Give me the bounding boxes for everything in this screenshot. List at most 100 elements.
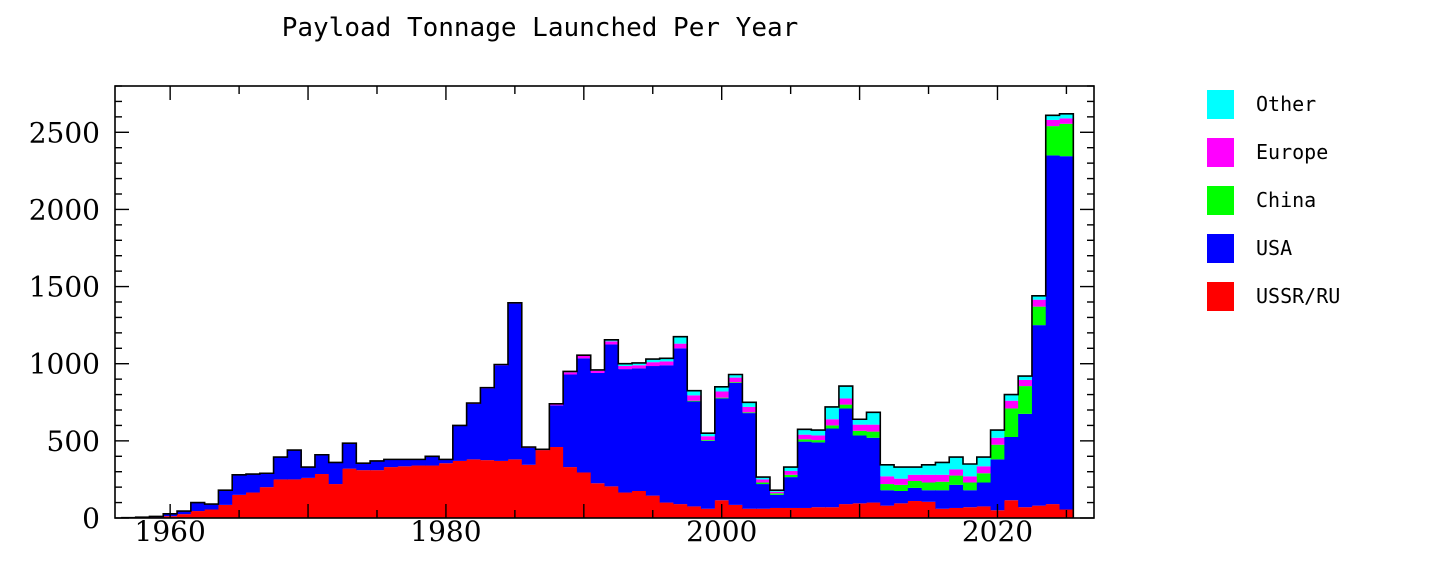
bar-ussr-ru-2011 bbox=[866, 502, 881, 518]
bar-ussr-ru-2019 bbox=[976, 506, 992, 518]
bar-usa-1991 bbox=[590, 372, 606, 484]
bar-europe-1998 bbox=[687, 395, 702, 401]
bar-ussr-ru-1985 bbox=[507, 459, 523, 518]
bar-europe-1997 bbox=[673, 343, 688, 349]
bar-usa-2020 bbox=[990, 459, 1005, 511]
bar-china-2012 bbox=[880, 484, 895, 491]
bar-china-2009 bbox=[838, 404, 854, 409]
legend-label: USSR/RU bbox=[1256, 284, 1340, 308]
bar-europe-1991 bbox=[590, 370, 606, 373]
bar-usa-2010 bbox=[852, 435, 868, 504]
bar-usa-1994 bbox=[632, 368, 647, 491]
bar-usa-1999 bbox=[701, 440, 716, 509]
bar-ussr-ru-1990 bbox=[576, 472, 592, 518]
bar-europe-2021 bbox=[1004, 400, 1019, 409]
bar-usa-1995 bbox=[645, 366, 661, 496]
bar-ussr-ru-1987 bbox=[535, 450, 550, 518]
bar-ussr-ru-1973 bbox=[342, 468, 357, 518]
bar-ussr-ru-2015 bbox=[921, 501, 937, 518]
bar-ussr-ru-1968 bbox=[273, 479, 288, 518]
bar-usa-1969 bbox=[287, 450, 302, 480]
bar-usa-1990 bbox=[576, 358, 592, 473]
bar-europe-2016 bbox=[935, 474, 950, 482]
bar-ussr-ru-1964 bbox=[218, 504, 233, 518]
bar-usa-1963 bbox=[204, 504, 220, 510]
bar-other-2010 bbox=[852, 419, 868, 425]
bar-europe-2024 bbox=[1045, 119, 1061, 127]
bar-usa-1979 bbox=[425, 456, 440, 466]
bar-europe-2008 bbox=[825, 419, 840, 426]
bar-ussr-ru-2004 bbox=[769, 507, 785, 518]
bar-usa-1978 bbox=[411, 459, 426, 466]
bar-other-2020 bbox=[990, 430, 1005, 438]
bar-ussr-ru-2017 bbox=[949, 507, 964, 518]
bar-usa-1998 bbox=[687, 401, 702, 507]
bar-usa-1966 bbox=[245, 474, 261, 493]
bar-other-2021 bbox=[1004, 394, 1019, 401]
legend-swatch-china bbox=[1207, 186, 1234, 215]
bar-europe-2015 bbox=[921, 474, 937, 483]
bar-usa-1996 bbox=[659, 365, 675, 503]
bar-other-2017 bbox=[949, 457, 964, 470]
bar-ussr-ru-2008 bbox=[825, 507, 840, 518]
bar-usa-2019 bbox=[976, 482, 992, 507]
y-tick-label: 2500 bbox=[29, 116, 100, 149]
bar-usa-2015 bbox=[921, 490, 937, 502]
bar-ussr-ru-2021 bbox=[1004, 500, 1019, 518]
bar-ussr-ru-1963 bbox=[204, 509, 220, 518]
bar-china-2006 bbox=[797, 439, 812, 442]
bar-europe-2017 bbox=[949, 469, 964, 476]
bar-usa-2016 bbox=[935, 490, 950, 509]
bar-ussr-ru-1967 bbox=[259, 487, 275, 518]
bar-europe-2009 bbox=[838, 398, 854, 405]
legend-label: Europe bbox=[1256, 140, 1328, 164]
bar-china-2001 bbox=[728, 382, 743, 383]
bar-usa-1970 bbox=[301, 467, 316, 478]
bar-other-2009 bbox=[838, 386, 854, 399]
bar-usa-2025 bbox=[1059, 156, 1074, 510]
bar-usa-2009 bbox=[838, 408, 854, 505]
bar-ussr-ru-1988 bbox=[549, 447, 564, 518]
bar-europe-1990 bbox=[576, 356, 592, 359]
bar-other-2023 bbox=[1031, 295, 1047, 300]
bar-ussr-ru-2024 bbox=[1045, 504, 1061, 518]
bar-europe-2019 bbox=[976, 466, 992, 474]
bar-ussr-ru-2003 bbox=[756, 508, 771, 518]
bar-ussr-ru-2023 bbox=[1031, 505, 1047, 518]
bar-other-2019 bbox=[976, 457, 992, 467]
x-tick-label: 1980 bbox=[410, 515, 481, 548]
bar-usa-1972 bbox=[328, 462, 344, 485]
bar-usa-1974 bbox=[356, 463, 371, 471]
bar-china-1998 bbox=[687, 400, 702, 402]
bar-other-2012 bbox=[880, 464, 895, 477]
legend-label: Other bbox=[1256, 92, 1316, 116]
bar-china-2008 bbox=[825, 425, 840, 429]
bar-ussr-ru-1976 bbox=[383, 467, 399, 518]
bar-other-2016 bbox=[935, 462, 950, 475]
bar-other-2014 bbox=[907, 467, 923, 475]
bar-usa-1976 bbox=[383, 459, 399, 468]
bar-europe-2013 bbox=[894, 478, 909, 485]
bar-china-2013 bbox=[894, 484, 909, 491]
bar-other-2013 bbox=[894, 467, 909, 479]
y-tick-label: 0 bbox=[82, 502, 100, 535]
bar-ussr-ru-1986 bbox=[521, 464, 537, 518]
bar-ussr-ru-2002 bbox=[742, 508, 757, 518]
y-axis: 0 500 1000 1500 2000 2500 bbox=[29, 85, 1094, 535]
bar-other-2022 bbox=[1018, 376, 1033, 380]
bar-usa-2004 bbox=[769, 494, 785, 508]
bar-europe-2020 bbox=[990, 437, 1005, 445]
bar-usa-1986 bbox=[521, 447, 537, 465]
bar-other-2005 bbox=[783, 467, 799, 471]
bar-ussr-ru-1992 bbox=[604, 486, 619, 518]
legend-swatch-ussr-ru bbox=[1207, 282, 1234, 311]
bar-europe-1989 bbox=[563, 372, 578, 375]
bar-usa-1983 bbox=[480, 388, 495, 461]
bar-other-1994 bbox=[632, 362, 647, 366]
bar-europe-2011 bbox=[866, 424, 881, 432]
bar-other-2000 bbox=[714, 386, 730, 392]
x-tick-label: 1960 bbox=[135, 515, 206, 548]
bar-ussr-ru-2001 bbox=[728, 504, 743, 518]
bar-ussr-ru-1997 bbox=[673, 504, 688, 518]
bar-usa-2018 bbox=[963, 490, 978, 508]
